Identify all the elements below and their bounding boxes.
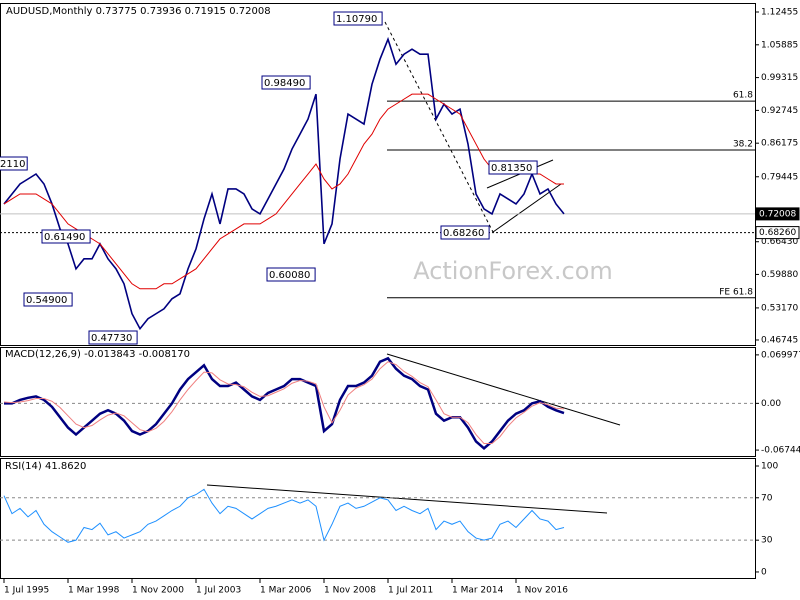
x-tick-label: 1 Mar 1998 [68, 586, 120, 596]
annotation: 0.60080 [266, 267, 316, 282]
series-line [4, 356, 565, 451]
fib-label: 61.8 [733, 91, 753, 101]
annotation-box [440, 225, 490, 240]
annotation: 0.47730 [88, 330, 138, 345]
rsi-panel [0, 458, 756, 579]
y-tick-label: 0.66430 [761, 237, 798, 247]
y-tick-label: -0.067448 [761, 446, 800, 456]
annotation-label: 0.61490 [44, 232, 85, 243]
annotation: 0.68260 [440, 225, 490, 240]
price-box [755, 207, 800, 221]
annotation-label: 0.68260 [443, 228, 484, 239]
series-line [3, 36, 565, 331]
y-tick-label: 0.86175 [761, 139, 798, 149]
chart-title: AUDUSD,Monthly 0.73775 0.73936 0.71915 0… [6, 6, 271, 17]
price-box [755, 226, 800, 240]
fib-label: 38.2 [733, 140, 753, 150]
y-tick-label: 1.12455 [761, 8, 798, 18]
annotation-box [41, 229, 91, 244]
series-line [3, 93, 564, 290]
rsi-trend-line [206, 484, 608, 514]
x-tick-label: 1 Mar 2006 [260, 586, 312, 596]
macd-trend-line [386, 353, 621, 426]
x-tick-label: 1 Mar 2014 [452, 586, 504, 596]
annotation-box [88, 330, 138, 345]
y-tick-label: 1.05885 [761, 40, 798, 50]
annotation-box [261, 75, 311, 90]
y-tick-label: 0 [761, 567, 767, 577]
x-tick-label: 1 Jul 1995 [4, 586, 49, 596]
x-tick-label: 1 Nov 2000 [132, 586, 184, 596]
annotation-box [23, 292, 73, 307]
y-tick-label: 0.92745 [761, 106, 798, 116]
annotation: 1.10790 [333, 11, 383, 26]
price-label: 0.68260 [759, 228, 796, 238]
x-tick-label: 1 Jul 2011 [388, 586, 433, 596]
x-tick-label: 1 Nov 2008 [324, 586, 376, 596]
annotation: 0.98490 [261, 75, 311, 90]
annotation-box [0, 156, 28, 171]
price-label: 0.72008 [759, 209, 796, 219]
annotation-box [333, 11, 383, 26]
watermark: ActionForex.com [413, 257, 613, 285]
annotation-label: 0.54900 [26, 295, 67, 306]
series-line [3, 361, 565, 445]
x-tick-label: 1 Jul 2003 [196, 586, 241, 596]
rsi-title: RSI(14) 41.8620 [5, 461, 86, 472]
macd-panel [0, 347, 756, 457]
annotation-label: 1.10790 [336, 14, 377, 25]
annotation-label: 2110 [0, 159, 25, 170]
y-tick-label: 100 [761, 461, 778, 471]
annotation: 2110 [0, 156, 28, 171]
annotation-label: 0.60080 [269, 270, 310, 281]
y-tick-label: 0.53170 [761, 303, 798, 313]
y-tick-label: 30 [761, 536, 773, 546]
series-line [3, 488, 565, 543]
annotation-label: 0.81350 [491, 163, 532, 174]
annotation: 0.61490 [41, 229, 91, 244]
y-tick-label: 70 [761, 493, 773, 503]
y-tick-label: 0.069977 [761, 350, 800, 360]
annotation: 0.54900 [23, 292, 73, 307]
annotation-label: 0.47730 [91, 333, 132, 344]
y-tick-label: 0.00 [761, 399, 781, 409]
y-tick-label: 0.79445 [761, 172, 798, 182]
annotation: 0.81350 [488, 160, 538, 175]
fib-label: FE 61.8 [719, 287, 753, 297]
annotation-label: 0.98490 [264, 78, 305, 89]
y-tick-label: 0.99315 [761, 73, 798, 83]
macd-title: MACD(12,26,9) -0.013843 -0.008170 [5, 349, 190, 360]
y-tick-label: 0.46745 [761, 335, 798, 345]
annotation-box [266, 267, 316, 282]
annotation-box [488, 160, 538, 175]
y-tick-label: 0.59880 [761, 270, 798, 280]
x-tick-label: 1 Nov 2016 [516, 586, 568, 596]
price-panel [0, 3, 756, 346]
